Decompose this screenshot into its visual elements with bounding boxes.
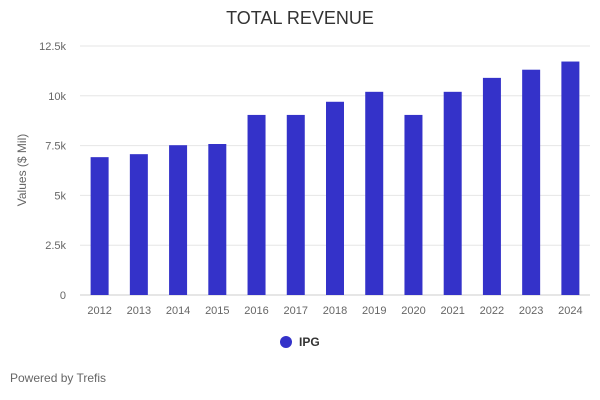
x-tick-label: 2017 bbox=[284, 305, 308, 317]
y-axis-label: Values ($ Mil) bbox=[15, 134, 29, 206]
bar-2019 bbox=[365, 91, 384, 295]
x-tick-label: 2023 bbox=[519, 305, 543, 317]
x-tick-label: 2014 bbox=[166, 305, 190, 317]
x-tick-label: 2020 bbox=[401, 305, 425, 317]
y-tick-label: 2.5k bbox=[45, 240, 66, 252]
y-tick-label: 10k bbox=[48, 91, 66, 103]
bar-2016 bbox=[247, 114, 266, 295]
x-tick-label: 2022 bbox=[480, 305, 504, 317]
x-tick-label: 2015 bbox=[205, 305, 229, 317]
x-tick-label: 2019 bbox=[362, 305, 386, 317]
bar-2012 bbox=[90, 157, 109, 295]
chart-title: TOTAL REVENUE bbox=[226, 8, 374, 28]
legend-item-ipg[interactable]: IPG bbox=[280, 335, 320, 349]
x-tick-label: 2012 bbox=[87, 305, 111, 317]
bar-2022 bbox=[482, 77, 501, 295]
x-tick-label: 2016 bbox=[244, 305, 268, 317]
x-tick-label: 2021 bbox=[440, 305, 464, 317]
bar-2018 bbox=[326, 101, 344, 295]
y-tick-label: 7.5k bbox=[45, 141, 66, 153]
bar-2015 bbox=[208, 144, 227, 295]
bar-2013 bbox=[129, 154, 148, 295]
powered-by-text: Powered by Trefis bbox=[10, 371, 107, 385]
x-tick-label: 2024 bbox=[558, 305, 582, 317]
bar-2024 bbox=[561, 61, 580, 296]
bar-2017 bbox=[286, 114, 305, 295]
y-tick-label: 12.5k bbox=[39, 41, 66, 53]
bar-2021 bbox=[443, 91, 462, 295]
x-tick-label: 2018 bbox=[323, 305, 347, 317]
legend-label: IPG bbox=[299, 335, 320, 349]
bar-2023 bbox=[522, 69, 541, 295]
y-tick-label: 5k bbox=[54, 190, 66, 202]
legend-marker bbox=[280, 336, 292, 348]
bar-2020 bbox=[404, 114, 423, 295]
bar-2014 bbox=[169, 145, 188, 295]
x-tick-label: 2013 bbox=[127, 305, 151, 317]
y-tick-label: 0 bbox=[60, 290, 66, 302]
